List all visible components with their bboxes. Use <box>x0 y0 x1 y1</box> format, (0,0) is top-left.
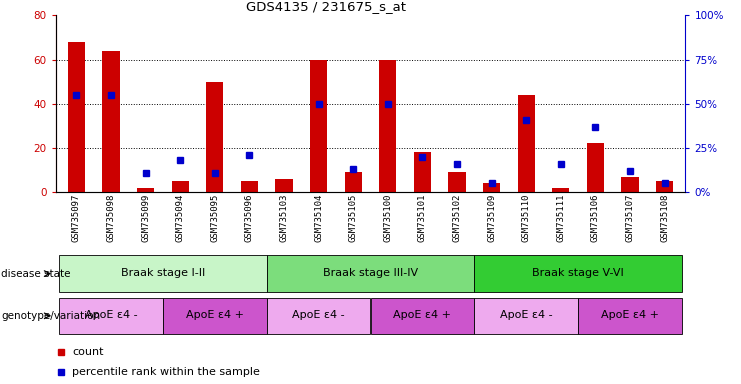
Text: ApoE ε4 +: ApoE ε4 + <box>186 310 244 320</box>
Bar <box>59 298 163 334</box>
Bar <box>67 42 85 192</box>
Bar <box>448 172 465 192</box>
Bar <box>474 255 682 292</box>
Text: GSM735105: GSM735105 <box>349 193 358 242</box>
Text: Braak stage V-VI: Braak stage V-VI <box>532 268 624 278</box>
Text: GSM735110: GSM735110 <box>522 193 531 242</box>
Bar <box>267 255 474 292</box>
Text: percentile rank within the sample: percentile rank within the sample <box>73 367 260 377</box>
Bar <box>310 60 328 192</box>
Bar <box>163 298 267 334</box>
Bar <box>587 144 604 192</box>
Bar <box>379 60 396 192</box>
Bar <box>517 95 535 192</box>
Bar <box>483 183 500 192</box>
Text: Braak stage III-IV: Braak stage III-IV <box>323 268 418 278</box>
Text: GSM735100: GSM735100 <box>383 193 392 242</box>
Text: GSM735101: GSM735101 <box>418 193 427 242</box>
Bar <box>59 255 267 292</box>
Text: GSM735107: GSM735107 <box>625 193 634 242</box>
Text: GSM735108: GSM735108 <box>660 193 669 242</box>
Text: Braak stage I-II: Braak stage I-II <box>121 268 205 278</box>
Bar <box>413 152 431 192</box>
Bar <box>276 179 293 192</box>
Text: ApoE ε4 +: ApoE ε4 + <box>601 310 659 320</box>
Bar <box>552 188 570 192</box>
Text: GSM735106: GSM735106 <box>591 193 600 242</box>
Text: GSM735109: GSM735109 <box>487 193 496 242</box>
Text: GSM735098: GSM735098 <box>107 193 116 242</box>
Bar <box>102 51 119 192</box>
Text: GSM735097: GSM735097 <box>72 193 81 242</box>
Title: GDS4135 / 231675_s_at: GDS4135 / 231675_s_at <box>247 0 406 13</box>
Bar <box>370 298 474 334</box>
Bar <box>578 298 682 334</box>
Text: ApoE ε4 -: ApoE ε4 - <box>292 310 345 320</box>
Text: GSM735094: GSM735094 <box>176 193 185 242</box>
Text: genotype/variation: genotype/variation <box>1 311 101 321</box>
Text: GSM735099: GSM735099 <box>141 193 150 242</box>
Bar <box>656 181 674 192</box>
Text: GSM735104: GSM735104 <box>314 193 323 242</box>
Bar <box>206 82 224 192</box>
Bar <box>622 177 639 192</box>
Text: count: count <box>73 347 104 357</box>
Text: ApoE ε4 -: ApoE ε4 - <box>500 310 553 320</box>
Bar <box>345 172 362 192</box>
Text: GSM735103: GSM735103 <box>279 193 288 242</box>
Bar <box>137 188 154 192</box>
Text: ApoE ε4 -: ApoE ε4 - <box>84 310 137 320</box>
Text: GSM735095: GSM735095 <box>210 193 219 242</box>
Text: GSM735102: GSM735102 <box>453 193 462 242</box>
Bar <box>474 298 578 334</box>
Text: ApoE ε4 +: ApoE ε4 + <box>393 310 451 320</box>
Bar <box>171 181 189 192</box>
Text: GSM735096: GSM735096 <box>245 193 254 242</box>
Bar <box>241 181 258 192</box>
Text: GSM735111: GSM735111 <box>556 193 565 242</box>
Text: disease state: disease state <box>1 268 71 279</box>
Bar <box>267 298 370 334</box>
